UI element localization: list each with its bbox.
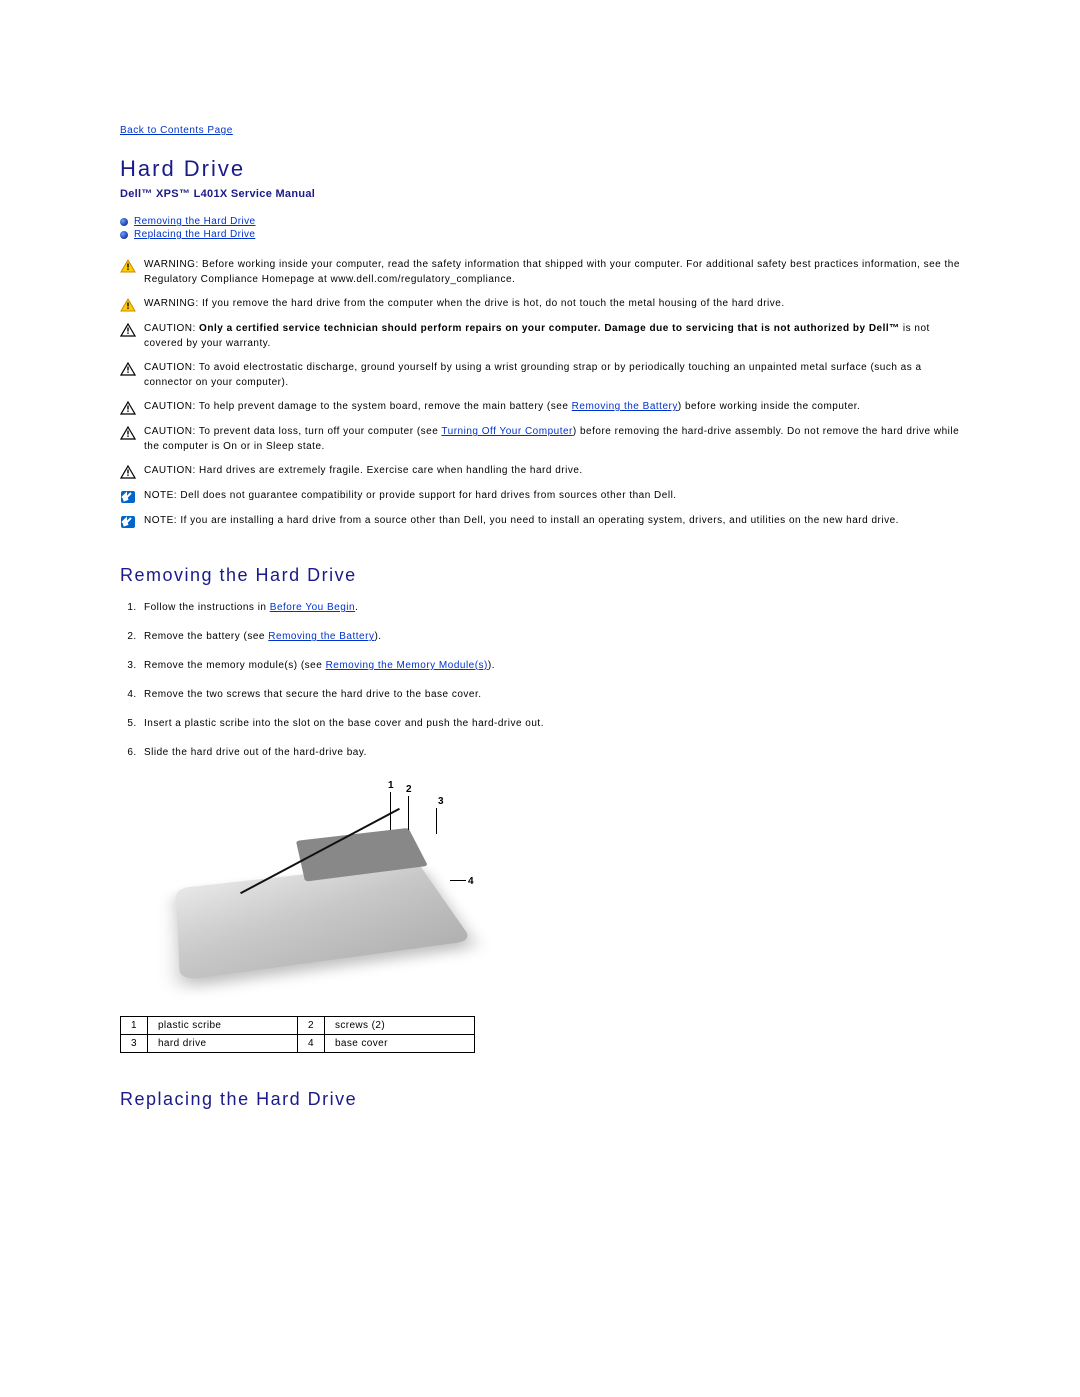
table-cell: hard drive — [147, 1035, 297, 1053]
caution-notice: CAUTION: To avoid electrostatic discharg… — [120, 361, 960, 390]
caution-notice: CAUTION: Hard drives are extremely fragi… — [120, 464, 960, 479]
table-cell: 2 — [297, 1017, 324, 1035]
inline-link[interactable]: Removing the Memory Module(s) — [326, 660, 488, 671]
caution-notice: CAUTION: To help prevent damage to the s… — [120, 400, 960, 415]
step-item: Remove the two screws that secure the ha… — [140, 687, 960, 702]
step-item: Follow the instructions in Before You Be… — [140, 600, 960, 615]
caution-icon — [120, 362, 136, 376]
notice-text: CAUTION: Hard drives are extremely fragi… — [144, 464, 583, 479]
table-row: 3 hard drive 4 base cover — [121, 1035, 475, 1053]
callout-line — [436, 808, 437, 834]
caution-icon — [120, 465, 136, 479]
back-to-contents-link[interactable]: Back to Contents Page — [120, 125, 233, 136]
notice-text: CAUTION: To avoid electrostatic discharg… — [144, 361, 960, 390]
section-replacing-title: Replacing the Hard Drive — [120, 1089, 960, 1110]
warning-notice: WARNING: Before working inside your comp… — [120, 258, 960, 287]
step-item: Remove the battery (see Removing the Bat… — [140, 629, 960, 644]
table-of-contents: Removing the Hard Drive Replacing the Ha… — [120, 216, 960, 240]
table-cell: 1 — [121, 1017, 148, 1035]
inline-link[interactable]: Before You Begin — [270, 602, 355, 613]
toc-item: Removing the Hard Drive — [120, 216, 960, 227]
toc-item: Replacing the Hard Drive — [120, 229, 960, 240]
bullet-icon — [120, 218, 128, 226]
table-cell: base cover — [324, 1035, 474, 1053]
callout-3: 3 — [438, 796, 444, 807]
parts-table: 1 plastic scribe 2 screws (2) 3 hard dri… — [120, 1016, 475, 1053]
table-row: 1 plastic scribe 2 screws (2) — [121, 1017, 475, 1035]
notice-text: WARNING: If you remove the hard drive fr… — [144, 297, 785, 312]
toc-link-removing[interactable]: Removing the Hard Drive — [134, 216, 255, 227]
inline-link[interactable]: Turning Off Your Computer — [441, 426, 572, 437]
page-title: Hard Drive — [120, 156, 960, 182]
section-removing-title: Removing the Hard Drive — [120, 565, 960, 586]
toc-link-replacing[interactable]: Replacing the Hard Drive — [134, 229, 255, 240]
bullet-icon — [120, 231, 128, 239]
callout-4: 4 — [468, 876, 474, 887]
inline-link[interactable]: Removing the Battery — [572, 401, 678, 412]
step-item: Slide the hard drive out of the hard-dri… — [140, 745, 960, 760]
note-notice: NOTE: If you are installing a hard drive… — [120, 514, 960, 529]
table-cell: 4 — [297, 1035, 324, 1053]
caution-notice: CAUTION: To prevent data loss, turn off … — [120, 425, 960, 454]
caution-icon — [120, 426, 136, 440]
callout-line — [390, 792, 391, 830]
warning-icon — [120, 298, 136, 312]
manual-subtitle: Dell™ XPS™ L401X Service Manual — [120, 188, 960, 200]
table-cell: screws (2) — [324, 1017, 474, 1035]
note-notice: NOTE: Dell does not guarantee compatibil… — [120, 489, 960, 504]
notice-text: CAUTION: To prevent data loss, turn off … — [144, 425, 960, 454]
notice-text: NOTE: Dell does not guarantee compatibil… — [144, 489, 677, 504]
notice-text: WARNING: Before working inside your comp… — [144, 258, 960, 287]
callout-1: 1 — [388, 780, 394, 791]
note-icon — [120, 515, 136, 529]
callout-line — [408, 796, 409, 830]
callout-line — [450, 880, 466, 881]
hard-drive-figure: 1 2 3 4 — [160, 778, 480, 998]
callout-2: 2 — [406, 784, 412, 795]
table-cell: 3 — [121, 1035, 148, 1053]
step-item: Remove the memory module(s) (see Removin… — [140, 658, 960, 673]
table-cell: plastic scribe — [147, 1017, 297, 1035]
caution-icon — [120, 323, 136, 337]
step-item: Insert a plastic scribe into the slot on… — [140, 716, 960, 731]
warning-notice: WARNING: If you remove the hard drive fr… — [120, 297, 960, 312]
inline-link[interactable]: Removing the Battery — [268, 631, 374, 642]
notice-text: CAUTION: To help prevent damage to the s… — [144, 400, 860, 415]
notice-text: CAUTION: Only a certified service techni… — [144, 322, 960, 351]
removing-steps-list: Follow the instructions in Before You Be… — [140, 600, 960, 760]
caution-notice: CAUTION: Only a certified service techni… — [120, 322, 960, 351]
notice-text: NOTE: If you are installing a hard drive… — [144, 514, 899, 529]
laptop-base-shape — [176, 862, 472, 981]
page-container: Back to Contents Page Hard Drive Dell™ X… — [0, 0, 1080, 1184]
caution-icon — [120, 401, 136, 415]
notices-block: WARNING: Before working inside your comp… — [120, 258, 960, 529]
warning-icon — [120, 259, 136, 273]
note-icon — [120, 490, 136, 504]
